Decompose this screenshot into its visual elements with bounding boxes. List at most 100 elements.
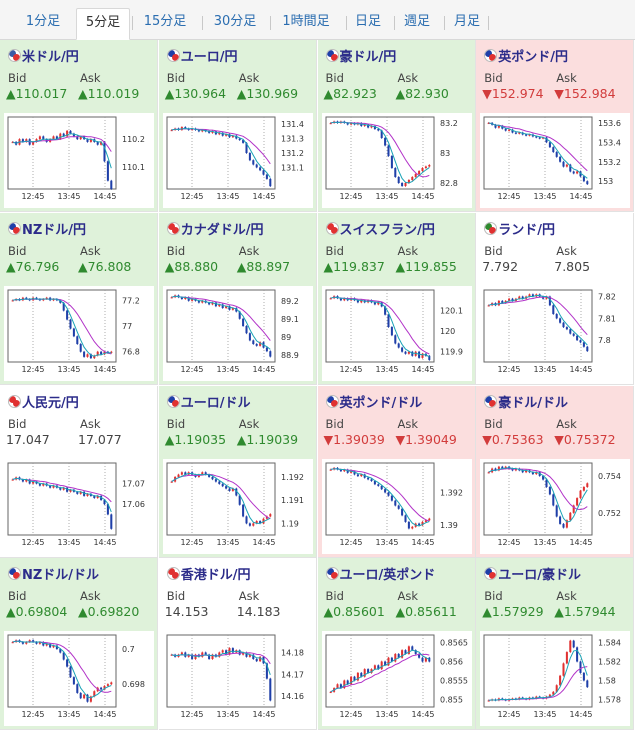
candle-body — [397, 177, 400, 183]
ask-label: Ask — [80, 416, 101, 431]
pair-name-link[interactable]: 人民元/円 — [22, 395, 79, 411]
candle-body — [52, 136, 55, 140]
pair-name-link[interactable]: 香港ドル/円 — [180, 568, 251, 584]
tab-daily[interactable]: 日足 — [354, 14, 381, 29]
candle-body — [269, 350, 272, 357]
candle-body — [69, 666, 72, 678]
candle-body — [555, 685, 558, 693]
tab-1h[interactable]: 1時間足 — [282, 14, 330, 29]
pair-name-link[interactable]: 英ポンド/ドル — [339, 395, 423, 411]
tab-weekly[interactable]: 週足 — [403, 14, 430, 29]
y-tick-label: 83.2 — [440, 119, 458, 128]
pair-name-link[interactable]: 英ポンド/円 — [498, 50, 568, 65]
x-tick-label: 13:45 — [534, 365, 557, 374]
x-tick-label: 13:45 — [534, 710, 557, 719]
candle-body — [221, 132, 224, 136]
x-tick-label: 14:45 — [411, 192, 434, 201]
pair-name-link[interactable]: ユーロ/円 — [180, 50, 238, 65]
flag-icon — [325, 567, 339, 581]
currency-card[interactable]: 人民元/円 Bid Ask 17.047 17.077 12:45 13:45 14:45 17… — [0, 385, 158, 558]
x-tick-label: 13:45 — [375, 192, 398, 201]
tab-30m[interactable]: 30分足 — [213, 14, 257, 29]
candle-body — [269, 513, 272, 516]
tab-1m[interactable]: 1分足 — [25, 14, 61, 29]
candle-body — [55, 136, 58, 140]
x-tick-label: 14:45 — [252, 538, 275, 547]
ask-value: 17.077 — [78, 431, 122, 447]
candle-body — [566, 519, 569, 528]
pair-name-link[interactable]: NZドル/ドル — [22, 568, 100, 584]
pair-name-link[interactable]: ユーロ/豪ドル — [498, 568, 581, 584]
x-tick-label: 14:45 — [93, 365, 116, 374]
currency-card[interactable]: ランド/円 Bid Ask 7.792 7.805 12:45 13:45 14:45 7.82… — [476, 212, 635, 385]
candle-body — [52, 298, 55, 301]
candle-body — [349, 123, 352, 125]
flag-icon — [166, 394, 180, 408]
x-tick-label: 12:45 — [180, 192, 203, 201]
candle-body — [38, 642, 41, 645]
currency-card[interactable]: 豪ドル/円 Bid Ask ▲82.923 ▲82.930 12:45 13:45 14:45… — [317, 40, 476, 212]
currency-card[interactable]: ユーロ/ドル Bid Ask ▲1.19035 ▲1.19039 12:45 13:45 14… — [158, 385, 317, 558]
candle-body — [96, 351, 99, 356]
plot-frame — [166, 462, 276, 535]
flag-icon-part — [171, 226, 179, 234]
x-tick-label: 12:45 — [498, 710, 521, 719]
candle-body — [221, 483, 224, 486]
candle-body — [427, 657, 430, 662]
currency-card[interactable]: 香港ドル/円 Bid Ask 14.153 14.183 12:45 13:45 14:45 1… — [158, 558, 317, 731]
candle-body — [248, 654, 251, 658]
candle-body — [49, 485, 52, 488]
ask-value: ▼152.984 — [554, 86, 616, 101]
pair-name-link[interactable]: 豪ドル/円 — [339, 50, 397, 65]
currency-card[interactable]: 豪ドル/ドル Bid Ask ▼0.75363 ▼0.75372 12:45 13:45 14… — [476, 385, 635, 558]
candle-body — [424, 166, 427, 168]
price-chart: 12:45 13:45 14:45 131.4 131.3 131.2 131.1 — [162, 113, 313, 208]
pair-name-link[interactable]: 豪ドル/ドル — [498, 395, 568, 411]
ma-line-long — [330, 467, 429, 522]
candle-body — [228, 305, 231, 310]
pair-name-link[interactable]: スイスフラン/円 — [339, 222, 435, 238]
pair-name-link[interactable]: ランド/円 — [498, 222, 555, 238]
candle-body — [45, 644, 48, 646]
currency-card[interactable]: カナダドル/円 Bid Ask ▲88.880 ▲88.897 12:45 13:45 14:… — [158, 212, 317, 385]
candle-body — [265, 174, 268, 179]
currency-card[interactable]: 英ポンド/ドル Bid Ask ▼1.39039 ▼1.39049 12:45 13:45 1… — [317, 385, 476, 558]
pair-name-link[interactable]: 米ドル/円 — [22, 50, 79, 65]
currency-card[interactable]: ユーロ/豪ドル Bid Ask ▲1.57929 ▲1.57944 12:45 13:45 1… — [476, 558, 635, 731]
tab-15m[interactable]: 15分足 — [143, 14, 187, 29]
plot-frame — [325, 289, 434, 363]
currency-card[interactable]: NZドル/円 Bid Ask ▲76.796 ▲76.808 12:45 13:45 14:4… — [0, 212, 158, 385]
y-tick-label: 153 — [598, 177, 613, 186]
currency-card[interactable]: 米ドル/円 Bid Ask ▲110.017 ▲110.019 12:45 13:45 14:… — [0, 40, 158, 212]
price-chart: 12:45 13:45 14:45 7.82 7.81 7.8 — [480, 285, 631, 381]
candle-body — [211, 476, 214, 479]
candle-body — [532, 294, 535, 297]
x-tick-label: 12:45 — [180, 365, 203, 374]
pair-name-link[interactable]: ユーロ/ドル — [180, 395, 251, 411]
candle-body — [579, 490, 582, 498]
ask-label: Ask — [80, 589, 101, 604]
flag-icon-part — [9, 568, 16, 576]
currency-card[interactable]: スイスフラン/円 Bid Ask ▲119.837 ▲119.855 12:45 13:45… — [317, 212, 476, 385]
currency-card[interactable]: ユーロ/英ポンド Bid Ask ▲0.85601 ▲0.85611 12:45 13:45… — [317, 558, 476, 731]
candle-body — [79, 491, 82, 494]
y-tick-label: 77 — [122, 322, 132, 331]
ask-value: ▲130.969 — [236, 86, 299, 101]
pair-name-link[interactable]: NZドル/円 — [22, 222, 87, 238]
y-tick-label: 14.17 — [281, 671, 304, 680]
bid-value: ▲0.69804 — [6, 604, 68, 620]
candle-body — [35, 642, 38, 645]
tab-monthly[interactable]: 月足 — [453, 14, 480, 29]
currency-card[interactable]: ユーロ/円 Bid Ask ▲130.964 ▲130.969 12:45 13:45 14:… — [158, 40, 317, 212]
candle-body — [110, 513, 113, 529]
tab-separator — [132, 16, 133, 30]
pair-name-link[interactable]: ユーロ/英ポンド — [339, 568, 436, 584]
currency-card[interactable]: NZドル/ドル Bid Ask ▲0.69804 ▲0.69820 12:45 13:45 1… — [0, 558, 158, 731]
currency-card[interactable]: 英ポンド/円 Bid Ask ▼152.974 ▼152.984 12:45 13:45 14… — [476, 40, 635, 212]
bid-value: 7.792 — [482, 258, 519, 274]
pair-name-link[interactable]: カナダドル/円 — [180, 222, 264, 238]
y-tick-label: 82.8 — [440, 179, 458, 188]
candle-body — [231, 488, 234, 491]
candle-body — [356, 473, 359, 476]
tab-5m[interactable]: 5分足 — [76, 8, 130, 40]
